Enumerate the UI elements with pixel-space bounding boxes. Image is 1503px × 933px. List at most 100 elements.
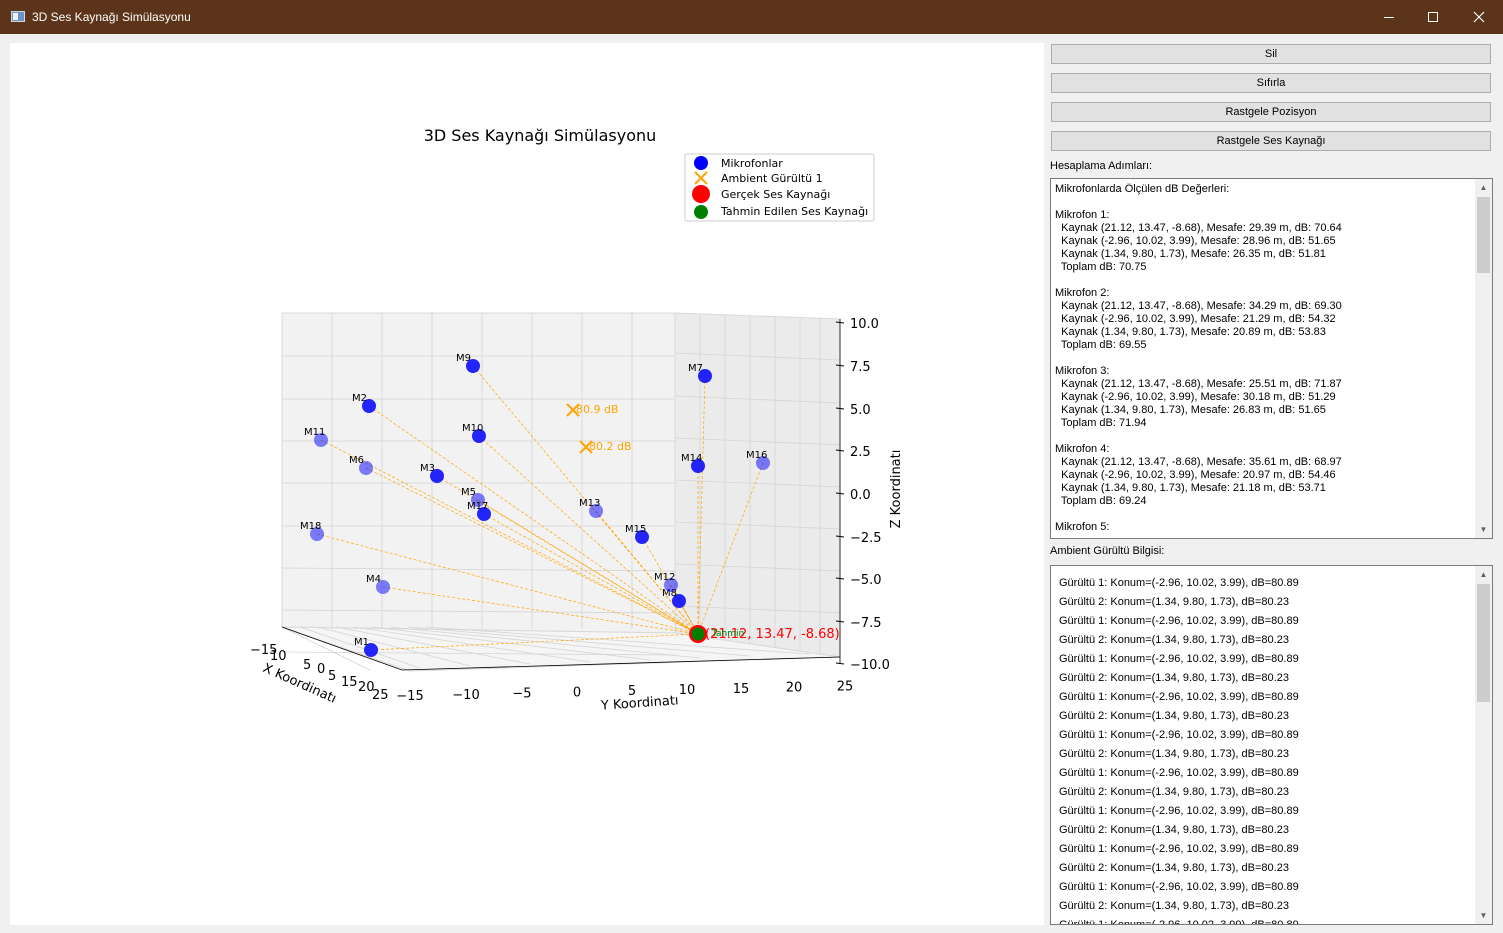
legend-mic-marker <box>694 156 708 170</box>
estimated-source-label: Tahmin <box>711 629 744 639</box>
ambient-source-2: 80.2 dB <box>579 440 632 454</box>
microphone-label-2: M2 <box>352 393 367 404</box>
close-icon[interactable] <box>1456 0 1502 34</box>
microphone-11 <box>314 433 328 447</box>
legend-estimated-source: Tahmin Edilen Ses Kaynağı <box>720 205 868 218</box>
mic-line-5 <box>477 499 699 635</box>
z-tick-2: 5.0 <box>850 403 871 418</box>
legend-true-marker <box>692 185 710 203</box>
legend-ambient-marker <box>694 171 708 185</box>
x-tick-3: 0 <box>317 662 325 677</box>
microphone-label-6: M6 <box>349 455 364 466</box>
microphone-10 <box>472 429 486 443</box>
mic-line-9 <box>472 365 699 635</box>
mic-line-13 <box>595 510 699 635</box>
steps-textbox[interactable]: Mikrofonlarda Ölçülen dB Değerleri: Mikr… <box>1050 178 1493 539</box>
y-tick-3: 0 <box>573 685 581 700</box>
microphone-7 <box>698 369 712 383</box>
x-tick-0: −15 <box>250 643 277 658</box>
y-axis: −15 −10 −5 0 5 10 15 20 25 <box>396 656 854 704</box>
random-position-button[interactable]: Rastgele Pozisyon <box>1051 102 1491 122</box>
steps-scrollbar[interactable]: ▲ ▼ <box>1475 179 1492 538</box>
ambient-label-1: 80.9 dB <box>576 403 619 416</box>
ambient-text: Gürültü 1: Konum=(-2.96, 10.02, 3.99), d… <box>1059 577 1299 924</box>
microphone-16 <box>756 456 770 470</box>
random-source-button[interactable]: Rastgele Ses Kaynağı <box>1051 131 1491 151</box>
microphone-9 <box>466 359 480 373</box>
ambient-scrollbar[interactable]: ▲ ▼ <box>1475 566 1492 924</box>
mic-line-2 <box>368 405 699 635</box>
mic-line-10 <box>478 435 699 635</box>
scroll-down-icon[interactable]: ▼ <box>1479 525 1488 534</box>
microphone-label-9: M9 <box>456 353 471 364</box>
microphone-label-8: M8 <box>662 588 677 599</box>
microphone-1 <box>364 643 378 657</box>
ambient-source-1: 80.9 dB <box>566 403 619 417</box>
z-tick-8: −10.0 <box>850 658 890 673</box>
window-title: 3D Ses Kaynağı Simülasyonu <box>32 10 191 24</box>
z-tick-7: −7.5 <box>850 616 882 631</box>
microphone-4 <box>376 580 390 594</box>
legend-true-source: Gerçek Ses Kaynağı <box>721 188 830 201</box>
ambient-textbox[interactable]: Gürültü 1: Konum=(-2.96, 10.02, 3.99), d… <box>1050 565 1493 925</box>
scroll-up-icon[interactable]: ▲ <box>1479 570 1488 579</box>
microphone-label-12: M12 <box>654 572 675 583</box>
app-window-icon <box>11 11 25 22</box>
microphone-13 <box>589 504 603 518</box>
microphone-label-3: M3 <box>420 463 435 474</box>
z-axis: 10.0 7.5 5.0 2.5 0.0 −2.5 −5.0 −7.5 −10.0 <box>835 317 890 673</box>
plot-canvas[interactable]: 3D Ses Kaynağı Simülasyonu 80.9 dB 80.2 … <box>10 43 1044 925</box>
y-tick-0: −15 <box>396 689 423 704</box>
minimize-icon[interactable] <box>1366 0 1412 34</box>
true-source-label: (21.12, 13.47, -8.68) <box>705 627 840 642</box>
mic-line-16 <box>697 462 764 635</box>
scroll-down-icon[interactable]: ▼ <box>1479 911 1488 920</box>
sil-button[interactable]: Sil <box>1051 44 1491 64</box>
maximize-icon[interactable] <box>1410 0 1456 34</box>
microphone-8 <box>672 594 686 608</box>
legend-estimated-marker <box>694 205 708 219</box>
microphone-label-17: M17 <box>467 501 488 512</box>
scroll-thumb[interactable] <box>1477 584 1490 702</box>
mic-line-17 <box>483 513 699 635</box>
microphone-17 <box>477 507 491 521</box>
y-tick-1: −10 <box>452 688 479 703</box>
x-axis-label: X Koordinatı <box>260 661 338 707</box>
microphone-markers: M1 M2 M3 M4 M5 M6 M7 M8 M9 M10 M11 M12 M13 M14 M15 M16 M… <box>300 353 770 657</box>
z-tick-1: 7.5 <box>850 360 871 375</box>
sifirla-button[interactable]: Sıfırla <box>1051 73 1491 93</box>
x-tick-2: 5 <box>303 658 311 673</box>
chart-title: 3D Ses Kaynağı Simülasyonu <box>424 126 657 145</box>
legend-ambient: Ambient Gürültü 1 <box>721 172 823 185</box>
y-tick-6: 15 <box>733 682 750 697</box>
ambient-label-2: 80.2 dB <box>589 440 632 453</box>
microphone-label-18: M18 <box>300 521 321 532</box>
microphone-label-14: M14 <box>681 453 702 464</box>
estimated-source-marker <box>691 627 705 641</box>
z-tick-3: 2.5 <box>850 445 871 460</box>
scroll-up-icon[interactable]: ▲ <box>1479 183 1488 192</box>
back-pane <box>281 312 676 634</box>
grid-lines <box>281 313 841 671</box>
mic-line-1 <box>370 633 699 651</box>
y-tick-8: 25 <box>837 679 854 694</box>
scroll-thumb[interactable] <box>1477 197 1490 273</box>
z-tick-6: −5.0 <box>850 573 882 588</box>
y-tick-2: −5 <box>512 687 531 702</box>
y-tick-5: 10 <box>679 683 696 698</box>
legend: Mikrofonlar Ambient Gürültü 1 Gerçek Ses… <box>684 153 875 222</box>
y-tick-7: 20 <box>786 681 803 696</box>
ambient-label: Ambient Gürültü Bilgisi: <box>1050 545 1165 557</box>
steps-text: Mikrofonlarda Ölçülen dB Değerleri: Mikr… <box>1055 183 1342 533</box>
x-tick-5: 15 <box>341 675 358 690</box>
microphone-18 <box>310 527 324 541</box>
mic-line-4 <box>382 586 699 635</box>
microphone-label-7: M7 <box>688 363 703 374</box>
legend-mikrofonlar: Mikrofonlar <box>721 157 783 170</box>
microphone-label-16: M16 <box>746 450 767 461</box>
mic-line-18 <box>316 533 699 635</box>
z-axis-label: Z Koordinatı <box>889 450 904 529</box>
x-tick-1: 10 <box>270 649 287 664</box>
3d-plot[interactable]: 3D Ses Kaynağı Simülasyonu 80.9 dB 80.2 … <box>10 43 1044 925</box>
